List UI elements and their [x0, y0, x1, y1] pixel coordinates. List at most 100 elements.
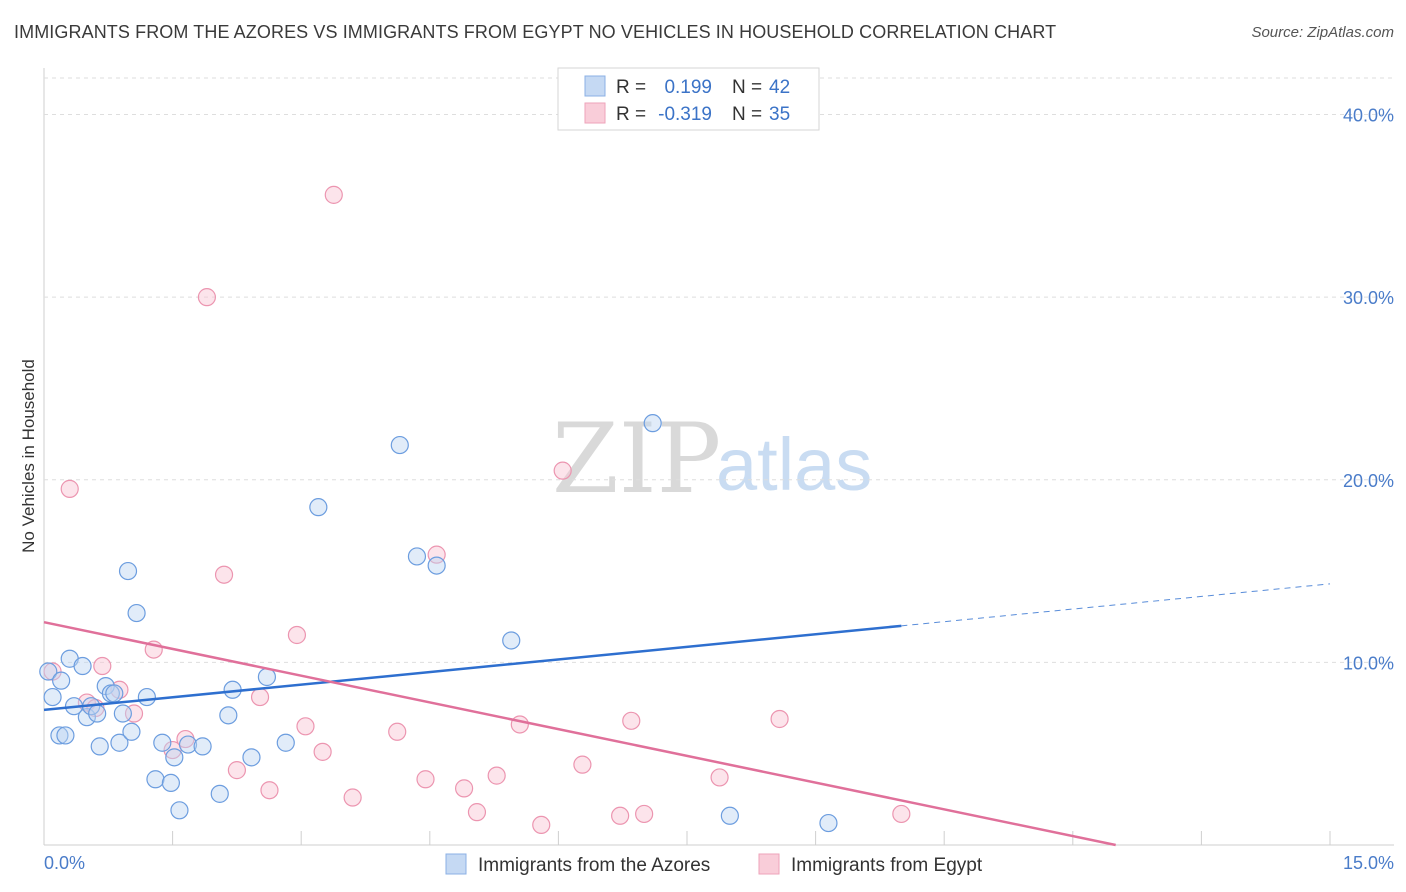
- egypt-point-34: [770, 709, 789, 729]
- egypt-points: [43, 185, 911, 835]
- egypt-point-10: [197, 288, 216, 307]
- series-legend-label-egypt: Immigrants from Egypt: [791, 855, 983, 876]
- egypt-point-33: [710, 768, 729, 787]
- series-legend-swatch-egypt: [758, 853, 780, 875]
- azores-point-31: [242, 748, 261, 767]
- azores-point-16: [113, 704, 132, 723]
- egypt-point-4: [93, 656, 112, 676]
- y-tick-label-20: 20.0%: [1343, 471, 1394, 491]
- azores-trend-line: [43, 624, 902, 712]
- watermark-zip: ZIP: [552, 403, 721, 515]
- x-ticks: [43, 831, 1331, 845]
- egypt-point-32: [635, 804, 654, 824]
- egypt-point-13: [250, 687, 270, 707]
- legend-n-value-azores: 42: [769, 77, 790, 98]
- legend-r-label-azores: R =: [616, 77, 646, 98]
- legend-n-label-azores: N =: [732, 77, 762, 98]
- x-tick-label-min: 0.0%: [44, 853, 85, 873]
- azores-point-15: [110, 733, 129, 752]
- trend-lines: [43, 583, 1331, 847]
- egypt-point-12: [227, 761, 246, 780]
- azores-point-29: [219, 706, 238, 725]
- egypt-point-18: [324, 185, 343, 204]
- egypt-point-17: [313, 742, 332, 761]
- legend-r-value-egypt: -0.319: [658, 104, 712, 125]
- azores-point-37: [427, 556, 446, 575]
- azores-point-18: [122, 722, 141, 741]
- azores-point-8: [77, 708, 96, 727]
- azores-point-24: [165, 748, 184, 767]
- egypt-point-30: [611, 806, 630, 825]
- azores-point-40: [720, 806, 739, 825]
- azores-point-34: [309, 498, 328, 517]
- azores-point-20: [137, 687, 156, 707]
- azores-point-38: [502, 631, 521, 650]
- watermark: ZIP atlas: [552, 403, 872, 515]
- azores-point-10: [88, 704, 107, 723]
- egypt-point-11: [214, 565, 234, 584]
- azores-point-26: [178, 735, 198, 754]
- series-legend-label-azores: Immigrants from the Azores: [478, 855, 710, 876]
- egypt-point-14: [260, 781, 279, 800]
- azores-point-11: [90, 737, 109, 756]
- x-tick-label-max: 15.0%: [1343, 853, 1394, 873]
- series-legend-swatch-azores: [445, 853, 467, 875]
- azores-point-25: [170, 801, 189, 820]
- egypt-point-31: [622, 711, 641, 730]
- azores-point-36: [407, 547, 427, 566]
- legend-swatch-azores: [584, 75, 606, 97]
- y-axis-label: No Vehicles in Household: [19, 359, 38, 553]
- y-tick-label-40: 40.0%: [1343, 106, 1394, 126]
- egypt-point-16: [296, 717, 315, 736]
- azores-point-39: [643, 414, 662, 433]
- chart-title: IMMIGRANTS FROM THE AZORES VS IMMIGRANTS…: [14, 22, 1057, 42]
- y-tick-label-30: 30.0%: [1343, 288, 1394, 308]
- egypt-point-35: [892, 804, 911, 824]
- egypt-point-21: [416, 770, 435, 789]
- azores-point-3: [50, 726, 69, 745]
- egypt-point-23: [454, 779, 474, 798]
- egypt-point-29: [573, 755, 592, 774]
- series-legend: Immigrants from the Azores Immigrants fr…: [445, 853, 983, 876]
- egypt-point-25: [487, 766, 506, 785]
- y-tick-labels: 10.0% 20.0% 30.0% 40.0%: [1343, 106, 1394, 674]
- legend-n-value-egypt: 35: [769, 104, 790, 125]
- egypt-point-15: [287, 625, 307, 645]
- azores-point-7: [73, 656, 92, 676]
- azores-point-28: [210, 784, 229, 803]
- azores-point-33: [276, 733, 295, 752]
- azores-point-1: [43, 687, 62, 707]
- egypt-point-28: [553, 461, 572, 480]
- legend-swatch-egypt: [584, 102, 606, 124]
- azores-point-19: [127, 603, 146, 623]
- azores-point-41: [819, 813, 838, 833]
- egypt-point-27: [532, 815, 551, 835]
- egypt-point-26: [510, 715, 529, 734]
- legend: R = 0.199 N = 42 R = -0.319 N = 35: [557, 67, 820, 131]
- watermark-atlas: atlas: [716, 423, 872, 506]
- azores-point-21: [146, 770, 165, 789]
- azores-point-2: [52, 671, 71, 690]
- azores-point-27: [193, 737, 212, 756]
- azores-point-14: [105, 684, 124, 703]
- azores-trend-extension: [901, 583, 1331, 627]
- azores-points: [39, 414, 838, 833]
- legend-n-label-egypt: N =: [732, 104, 762, 125]
- azores-point-17: [118, 561, 138, 581]
- legend-r-label-egypt: R =: [616, 104, 646, 125]
- azores-point-4: [56, 726, 75, 745]
- azores-point-22: [153, 733, 172, 752]
- grid-lines: [44, 77, 1394, 663]
- egypt-point-1: [60, 479, 79, 498]
- egypt-point-19: [343, 788, 362, 807]
- egypt-point-24: [467, 803, 487, 822]
- azores-point-0: [39, 662, 58, 681]
- legend-r-value-azores: 0.199: [664, 77, 712, 98]
- azores-point-23: [161, 773, 180, 793]
- egypt-point-20: [388, 722, 407, 741]
- azores-point-35: [390, 435, 409, 455]
- y-tick-label-10: 10.0%: [1343, 653, 1394, 673]
- egypt-trend-line: [43, 620, 1116, 847]
- source-label: Source: ZipAtlas.com: [1251, 24, 1394, 41]
